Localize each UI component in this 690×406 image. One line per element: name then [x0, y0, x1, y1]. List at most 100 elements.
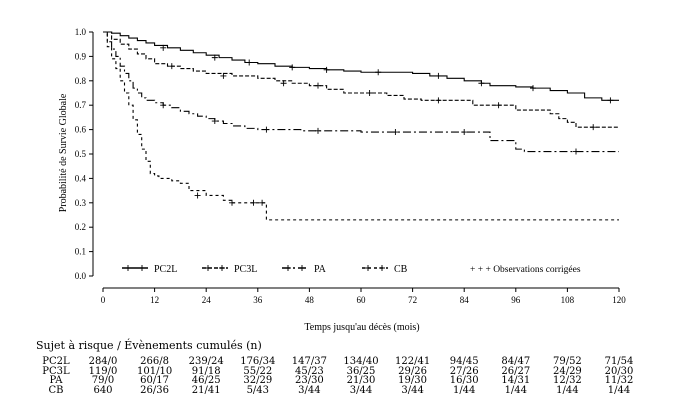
- censor-mark-pc3l: [315, 82, 321, 89]
- legend-censor-cb: [365, 265, 371, 271]
- censor-mark-cb: [250, 199, 257, 206]
- survival-chart: 0.0 0.1 0.2 0.3 0.4 0.5 0.6 0.7 0.8 0.9 1.0 0 12 24 3…: [58, 27, 626, 333]
- censor-mark-pc3l: [366, 90, 373, 96]
- risk-cell: 101/10: [137, 365, 173, 377]
- legend-censor-pc2l: [139, 265, 145, 271]
- legend-label-cb: CB: [394, 264, 408, 275]
- risk-cell: 14/31: [501, 375, 531, 386]
- y-tick-label: 0.8: [75, 76, 87, 86]
- legend: PC2L PC3L PA CB + + + Observations corrigées: [122, 264, 581, 275]
- x-tick-label: 60: [357, 295, 367, 305]
- x-tick-label: 84: [460, 295, 470, 305]
- y-tick-label: 0.1: [75, 247, 86, 257]
- risk-cell: 91/18: [191, 365, 221, 377]
- risk-cell: 20/30: [604, 365, 634, 377]
- risk-cell: 147/37: [291, 356, 327, 367]
- x-tick-label: 36: [253, 295, 263, 305]
- risk-cell: 3/44: [401, 384, 424, 396]
- x-tick-label: 108: [561, 295, 575, 305]
- y-tick-label: 1.0: [75, 27, 87, 37]
- risk-cell: 27/26: [449, 365, 479, 377]
- risk-cell: 3/44: [298, 384, 321, 396]
- risk-cell: 32/29: [243, 375, 273, 386]
- censor-mark-cb: [194, 192, 201, 199]
- risk-cell: 16/30: [449, 375, 479, 386]
- censor-mark-pa: [263, 126, 270, 133]
- curve-pc2l: [103, 31, 619, 101]
- legend-censor-pc3l: [205, 265, 211, 271]
- risk-cell: 239/24: [188, 356, 224, 367]
- legend-censor-pa: [285, 265, 291, 271]
- y-tick-label: 0.4: [75, 173, 87, 183]
- risk-cell: 284/0: [88, 356, 118, 367]
- censor-mark-pc2l: [435, 72, 442, 79]
- censor-mark-pc3l: [435, 97, 442, 104]
- x-tick-label: 120: [612, 295, 626, 305]
- censor-mark-pa: [315, 127, 321, 134]
- risk-cell: 71/54: [604, 356, 634, 367]
- risk-cell: 45/23: [294, 365, 324, 377]
- y-tick-label: 0.7: [75, 100, 87, 110]
- risk-cell: 26/36: [140, 384, 169, 396]
- curve-pc3l: [103, 31, 619, 128]
- censor-mark-pc3l: [495, 102, 502, 109]
- censor-mark-pa: [573, 148, 579, 155]
- y-tick-label: 0.3: [75, 198, 87, 208]
- x-tick-label: 48: [305, 295, 315, 305]
- risk-cell: 29/26: [398, 365, 427, 377]
- risk-cell: 21/30: [346, 375, 376, 386]
- censor-mark-cb: [229, 199, 235, 206]
- legend-censor-pc2l: [125, 265, 131, 271]
- x-tick-label: 0: [101, 295, 106, 305]
- risk-cell: 1/44: [607, 384, 631, 396]
- y-tick-label: 0.2: [75, 222, 86, 232]
- risk-cell: 1/44: [504, 384, 528, 396]
- risk-row-label: PC3L: [42, 365, 70, 377]
- legend-label-pc2l: PC2L: [154, 264, 177, 275]
- legend-censor-pc3l: [219, 265, 225, 271]
- x-axis-label: Temps jusqu'au décès (mois): [304, 322, 419, 333]
- y-tick-label: 0.0: [75, 271, 87, 281]
- y-axis-label: Probabilité de Survie Globale: [58, 93, 69, 212]
- risk-cell: 1/44: [556, 384, 579, 396]
- risk-cell: 12/32: [552, 375, 582, 386]
- curve-cb: [103, 31, 619, 221]
- risk-cell: 134/40: [343, 356, 379, 367]
- legend-censor-pa: [299, 265, 305, 271]
- risk-cell: 23/30: [294, 375, 324, 386]
- legend-label-pc3l: PC3L: [234, 264, 257, 275]
- legend-censor-cb: [379, 265, 385, 271]
- censor-mark-pc2l: [375, 69, 382, 76]
- censor-mark-pc2l: [246, 59, 253, 66]
- censor-mark-cb: [259, 199, 266, 206]
- risk-cell: 24/29: [552, 365, 582, 377]
- censor-mark-pa: [392, 129, 399, 136]
- risk-cell: 55/22: [243, 365, 273, 377]
- y-tick-label: 0.5: [75, 149, 87, 159]
- censor-mark-pc2l: [323, 66, 330, 73]
- censor-mark-pc3l: [220, 72, 227, 79]
- risk-cell: 46/25: [191, 375, 221, 386]
- legend-label-censored: + + + Observations corrigées: [470, 265, 581, 275]
- censor-mark-pc2l: [289, 64, 296, 71]
- censor-mark-pc3l: [590, 124, 597, 131]
- risk-cell: 5/43: [246, 384, 270, 396]
- risk-cell: 176/34: [240, 356, 276, 367]
- risk-row-label: CB: [48, 384, 64, 396]
- risk-cell: 122/41: [395, 356, 431, 367]
- censor-mark-pc3l: [168, 63, 175, 70]
- risk-cell: 3/44: [349, 384, 373, 396]
- survival-curves: [103, 31, 619, 221]
- x-tick-label: 24: [202, 295, 212, 305]
- risk-cell: 11/32: [604, 375, 634, 386]
- censor-mark-pc2l: [530, 85, 536, 92]
- risk-cell: 119/0: [88, 365, 118, 377]
- censor-mark-pa: [160, 102, 167, 109]
- risk-cell: 19/30: [398, 375, 427, 386]
- y-axis: 0.0 0.1 0.2 0.3 0.4 0.5 0.6 0.7 0.8 0.9 1.0: [75, 27, 94, 281]
- y-tick-label: 0.6: [75, 125, 87, 135]
- risk-row-label: PA: [49, 375, 63, 386]
- risk-table-title: Sujet à risque / Évènements cumulés (n): [36, 339, 262, 352]
- risk-cell: 640: [93, 384, 113, 396]
- risk-cell: 36/25: [346, 365, 376, 377]
